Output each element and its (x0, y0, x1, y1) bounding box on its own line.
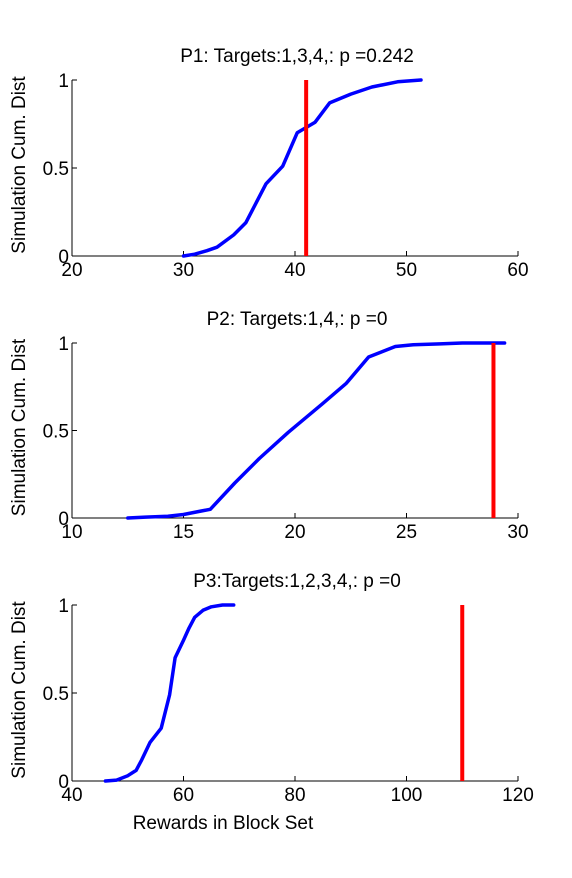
cdf-series-line (103, 603, 236, 783)
y-axis-label: Simulation Cum. Dist (9, 76, 30, 254)
x-tick-label: 100 (391, 785, 423, 806)
y-tick-label: 0.5 (43, 684, 69, 705)
x-tick-label: 10 (61, 522, 82, 543)
chart-title: P2: Targets:1,4,: p =0 (207, 309, 388, 330)
x-tick-label: 30 (173, 260, 194, 281)
x-tick-label: 60 (173, 785, 194, 806)
chart-panel-1: 20 30 40 50 60 0 0.5 1 P1: Targets:1,3,4,: p =0.… (9, 46, 529, 281)
cdf-series-line (126, 341, 507, 520)
y-tick-label: 0 (58, 772, 69, 793)
x-tick-label: 15 (173, 522, 194, 543)
x-tick-label: 25 (396, 522, 417, 543)
x-tick-label: 60 (507, 260, 528, 281)
x-tick-label: 20 (61, 260, 82, 281)
y-tick-label: 0.5 (43, 159, 69, 180)
x-tick-label: 40 (284, 260, 305, 281)
cdf-series-line (181, 78, 423, 258)
y-tick-label: 0 (58, 509, 69, 530)
x-tick-label: 120 (502, 785, 534, 806)
y-tick-label: 1 (58, 596, 69, 617)
x-tick-label: 20 (284, 522, 305, 543)
chart-panel-3: 40 60 80 100 120 0 0.5 1 P3:Targets:1,2,3,4,: p … (9, 571, 534, 834)
y-tick-label: 0.5 (43, 422, 69, 443)
y-tick-label: 1 (58, 334, 69, 355)
chart-panel-2: 10 15 20 25 30 0 0.5 1 P2: Targets:1,4,: p =0 Sim… (9, 309, 529, 543)
chart-title: P3:Targets:1,2,3,4,: p =0 (193, 571, 401, 592)
x-tick-label: 50 (396, 260, 417, 281)
y-tick-label: 1 (58, 71, 69, 92)
chart-title: P1: Targets:1,3,4,: p =0.242 (180, 46, 414, 67)
x-axis-label: Rewards in Block Set (133, 813, 314, 834)
x-tick-label: 40 (61, 785, 82, 806)
y-axis-label: Simulation Cum. Dist (9, 601, 30, 779)
x-tick-label: 30 (507, 522, 528, 543)
y-tick-label: 0 (58, 247, 69, 268)
y-axis-label: Simulation Cum. Dist (9, 338, 30, 516)
x-tick-label: 80 (284, 785, 305, 806)
